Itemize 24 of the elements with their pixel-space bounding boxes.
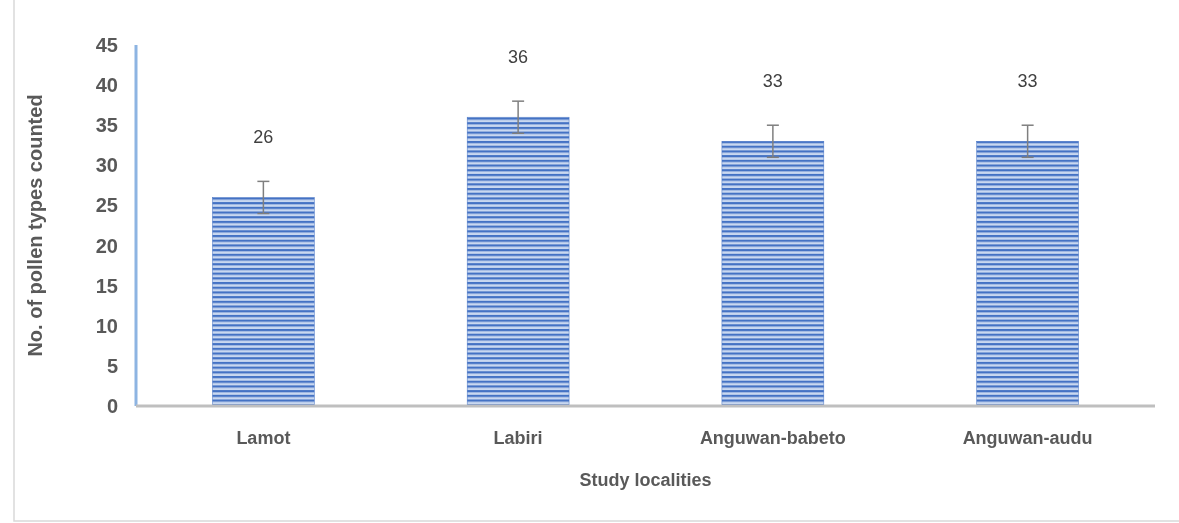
data-label: 26 [253, 127, 274, 148]
data-label: 33 [762, 71, 783, 92]
y-tick-label: 30 [95, 154, 118, 177]
y-tick-label: 35 [95, 114, 118, 137]
data-label: 36 [508, 47, 529, 68]
bar [466, 116, 570, 407]
y-tick-label: 20 [95, 234, 118, 257]
bar [721, 141, 825, 407]
y-axis-title: No. of pollen types counted [24, 94, 46, 357]
y-tick-label: 40 [95, 74, 118, 97]
y-tick-label: 25 [95, 194, 118, 217]
x-tick-label: Lamot [236, 428, 291, 448]
bar [212, 197, 315, 407]
x-tick-label: Labiri [493, 428, 543, 448]
y-tick-label: 5 [106, 354, 118, 377]
data-label: 33 [1017, 71, 1038, 92]
y-tick-label: 10 [95, 314, 118, 337]
y-tick-label: 45 [95, 34, 118, 56]
y-tick-label: 15 [95, 274, 118, 297]
y-tick-label: 0 [106, 395, 118, 417]
x-tick-label: Anguwan-babeto [699, 428, 846, 448]
x-tick-label: Anguwan-audu [962, 428, 1093, 448]
x-axis-title: Study localities [579, 470, 712, 490]
bar [976, 141, 1079, 407]
